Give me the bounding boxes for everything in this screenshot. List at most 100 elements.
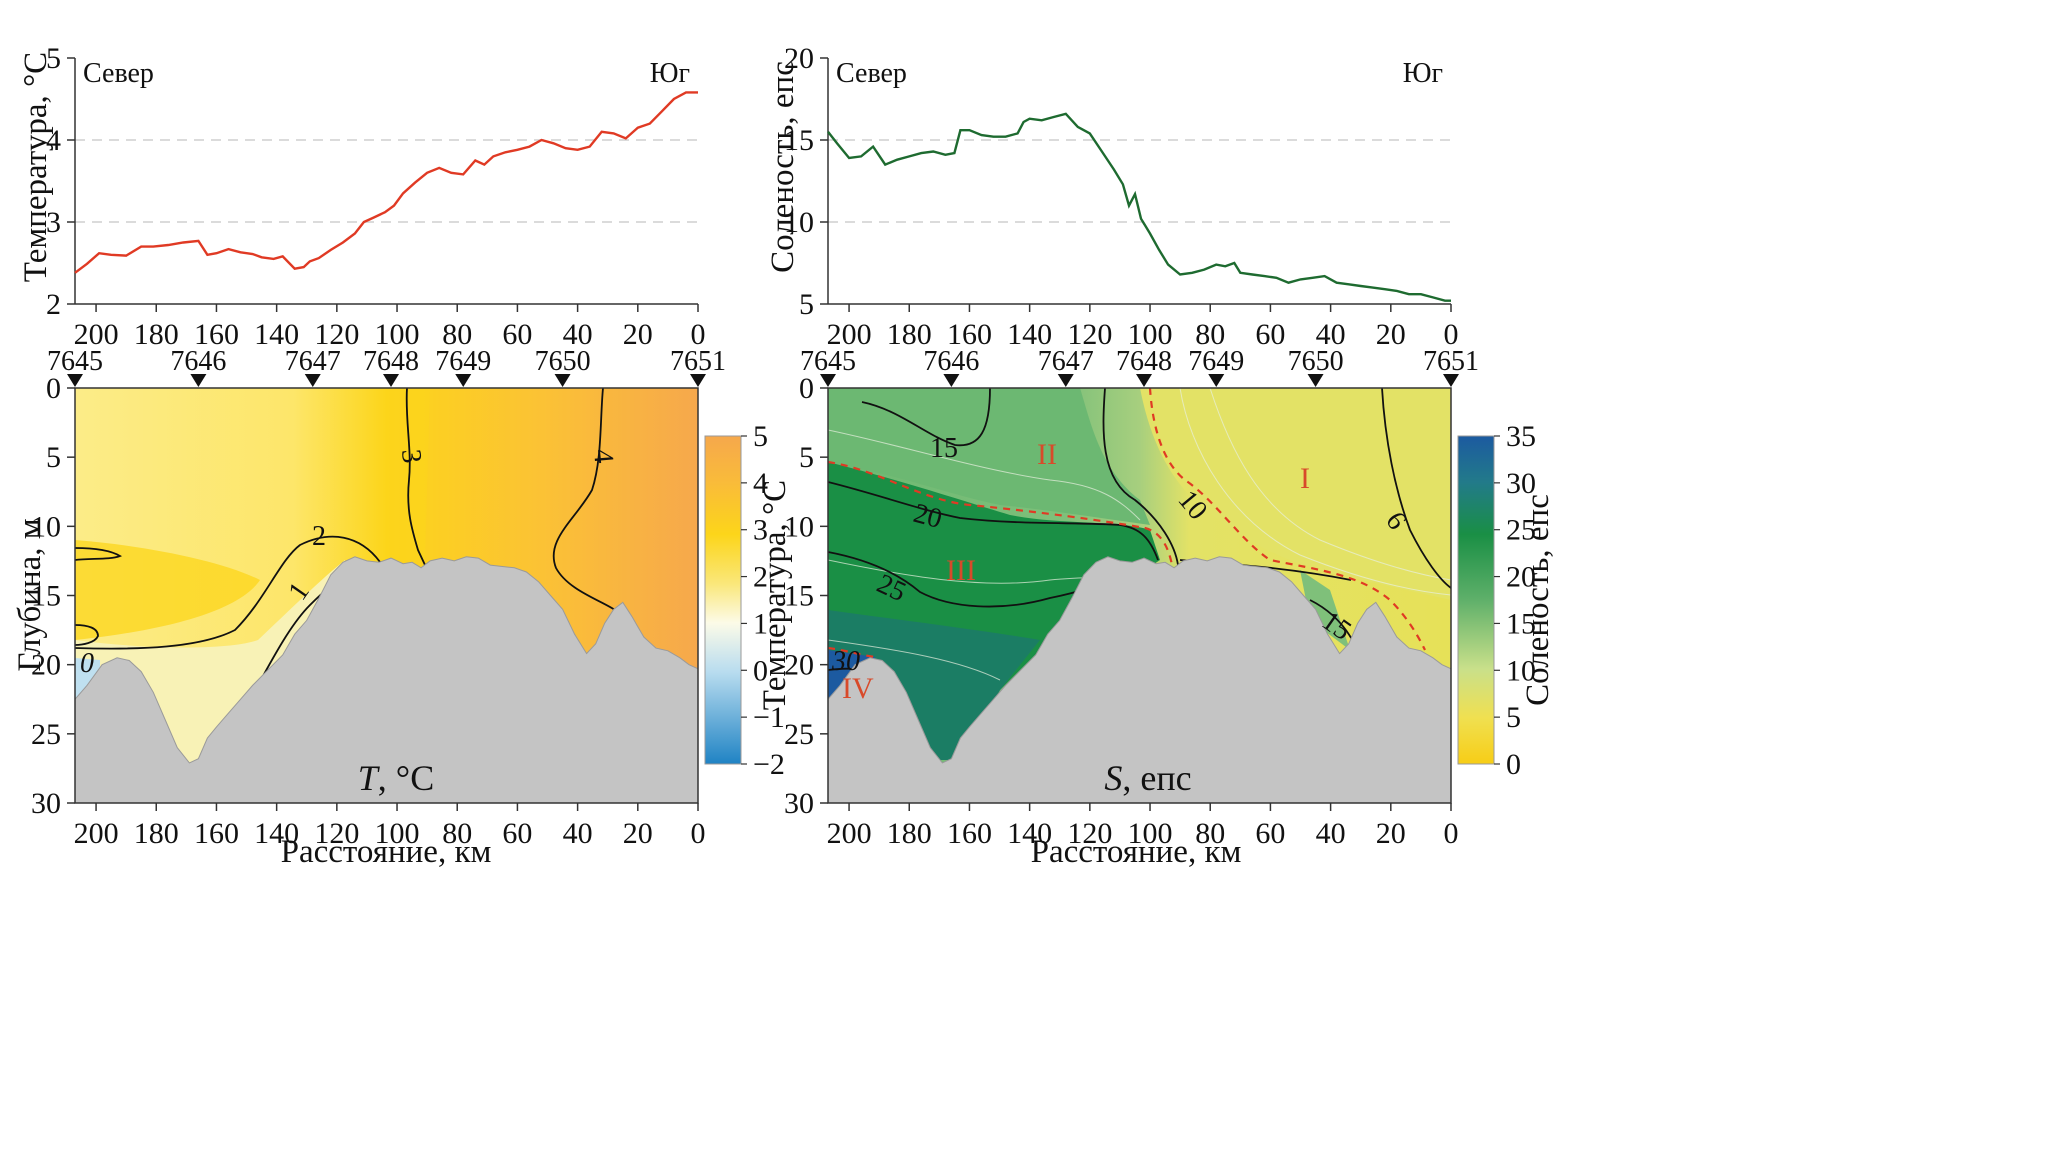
y-tick-label: 5 xyxy=(799,288,814,321)
colorbar-tick-label: 2 xyxy=(753,561,768,594)
temperature-colorbar: 5 4 3 2 1 0 −1 −2 xyxy=(704,420,785,781)
contour-label-4: 4 xyxy=(587,448,619,465)
x-tick-label: 120 xyxy=(314,318,359,351)
x-tick-label: 140 xyxy=(1007,318,1052,351)
warm-column xyxy=(400,388,430,560)
north-label: Север xyxy=(83,58,154,89)
salinity-line-axes xyxy=(827,58,1451,305)
x-axis-label: Расстояние, км xyxy=(281,834,492,870)
isohaline-thin-d xyxy=(1179,388,1451,596)
y-tick-label: 20 xyxy=(784,42,814,75)
y-tick-label: 4 xyxy=(46,124,61,157)
isotherm-2c xyxy=(75,624,99,646)
colorbar-scale xyxy=(1457,435,1495,765)
seabed-bathymetry xyxy=(828,556,1451,803)
x-tick-label: 60 xyxy=(502,318,532,351)
y-tick-label: 15 xyxy=(31,580,61,613)
y-tick-label: 25 xyxy=(31,718,61,751)
station-marker-icon xyxy=(1136,374,1153,387)
x-tick-label: 100 xyxy=(375,817,420,850)
region-label-i: I xyxy=(1300,462,1310,495)
contour-label-2: 2 xyxy=(312,521,326,552)
station-label: 7650 xyxy=(535,346,591,377)
x-ticks: 200 180 160 140 120 100 80 60 40 20 0 xyxy=(827,304,1459,351)
colorbar-tick-label: 1 xyxy=(753,607,768,640)
station-label: 7646 xyxy=(923,346,979,377)
isohaline-thin-c xyxy=(828,639,1001,681)
y-tick-label: 25 xyxy=(784,718,814,751)
colorbar-ticks: 5 4 3 2 1 0 −1 −2 xyxy=(741,420,785,781)
y-tick-label: 10 xyxy=(784,206,814,239)
region-labels: I II III IV xyxy=(842,438,1310,705)
x-tick-label: 200 xyxy=(74,817,119,850)
y-axis-label: Глубина, м xyxy=(12,518,48,671)
y-tick-label: 30 xyxy=(31,787,61,820)
region-label-iv: IV xyxy=(842,672,874,705)
x-tick-label: 80 xyxy=(1195,318,1225,351)
temperature-field xyxy=(75,388,698,803)
y-tick-label: 5 xyxy=(46,42,61,75)
y-tick-label: 0 xyxy=(46,372,61,405)
x-tick-label: 100 xyxy=(1128,318,1173,351)
x-tick-label: 100 xyxy=(1128,817,1173,850)
colorbar-tick-label: 0 xyxy=(753,654,768,687)
x-ticks: 200 180 160 140 120 100 80 60 40 20 0 xyxy=(74,304,706,351)
station-label: 7649 xyxy=(435,346,491,377)
station-label: 7650 xyxy=(1288,346,1344,377)
salinity-section: 15 20 25 30 10 6 15 I II III IV 05101520… xyxy=(757,346,1556,870)
south-label: Юг xyxy=(650,58,690,89)
x-tick-label: 0 xyxy=(1444,318,1459,351)
station-marker-icon xyxy=(383,374,400,387)
x-tick-label: 0 xyxy=(691,318,706,351)
section-title: S, епс xyxy=(1104,758,1191,798)
x-tick-label: 120 xyxy=(314,817,359,850)
warm-core-patch xyxy=(75,540,260,640)
colorbar-tick-label: 10 xyxy=(1506,654,1536,687)
y-tick-label: 20 xyxy=(31,649,61,682)
station-marker-icon xyxy=(943,374,960,387)
x-tick-label: 160 xyxy=(947,817,992,850)
isohaline-thin-a xyxy=(828,429,1141,521)
colorbar-tick-label: 20 xyxy=(1506,561,1536,594)
x-tick-label: 80 xyxy=(1195,817,1225,850)
station-marker-icon xyxy=(820,374,836,387)
station-marker-icon xyxy=(690,374,706,387)
x-ticks: 200 180 160 140 120 100 80 60 40 20 0 xyxy=(74,803,706,850)
x-tick-label: 140 xyxy=(254,817,299,850)
south-label: Юг xyxy=(1403,58,1443,89)
colorbar-tick-label: 0 xyxy=(1506,748,1521,781)
x-tick-label: 160 xyxy=(947,318,992,351)
station-marker-icon xyxy=(554,374,571,387)
salinity-field xyxy=(828,388,1451,803)
x-tick-label: 40 xyxy=(563,318,593,351)
y-ticks: 5 10 15 20 xyxy=(784,42,828,321)
colorbar-label: Соленость, епс xyxy=(1520,494,1556,706)
station-label: 7651 xyxy=(670,346,726,377)
isotherm-2 xyxy=(75,535,381,650)
colorbar-tick-label: −1 xyxy=(753,701,785,734)
station-label: 7651 xyxy=(1423,346,1479,377)
y-tick-label: 5 xyxy=(799,441,814,474)
x-tick-label: 0 xyxy=(1444,817,1459,850)
isohaline-thin-e xyxy=(1209,388,1451,581)
boundary-i-ii xyxy=(1148,388,1426,651)
boundary-ii-iii xyxy=(828,460,1174,566)
isotherm-3 xyxy=(405,388,426,566)
x-tick-label: 160 xyxy=(194,817,239,850)
x-tick-label: 140 xyxy=(1007,817,1052,850)
x-tick-label: 140 xyxy=(254,318,299,351)
colorbar-tick-label: 35 xyxy=(1506,420,1536,453)
y-axis-label: Соленость, епс xyxy=(765,61,801,273)
station-marker-icon xyxy=(1208,374,1225,387)
north-label: Север xyxy=(836,58,907,89)
station-label: 7647 xyxy=(1038,346,1094,377)
x-tick-label: 120 xyxy=(1067,817,1112,850)
x-tick-label: 60 xyxy=(1255,318,1285,351)
y-tick-label: 0 xyxy=(799,372,814,405)
x-tick-label: 120 xyxy=(1067,318,1112,351)
isohaline-6 xyxy=(1381,388,1451,589)
station-label: 7645 xyxy=(47,346,103,377)
y-tick-label: 5 xyxy=(46,441,61,474)
temperature-line-axes xyxy=(74,58,698,305)
station-marker-icon xyxy=(455,374,472,387)
